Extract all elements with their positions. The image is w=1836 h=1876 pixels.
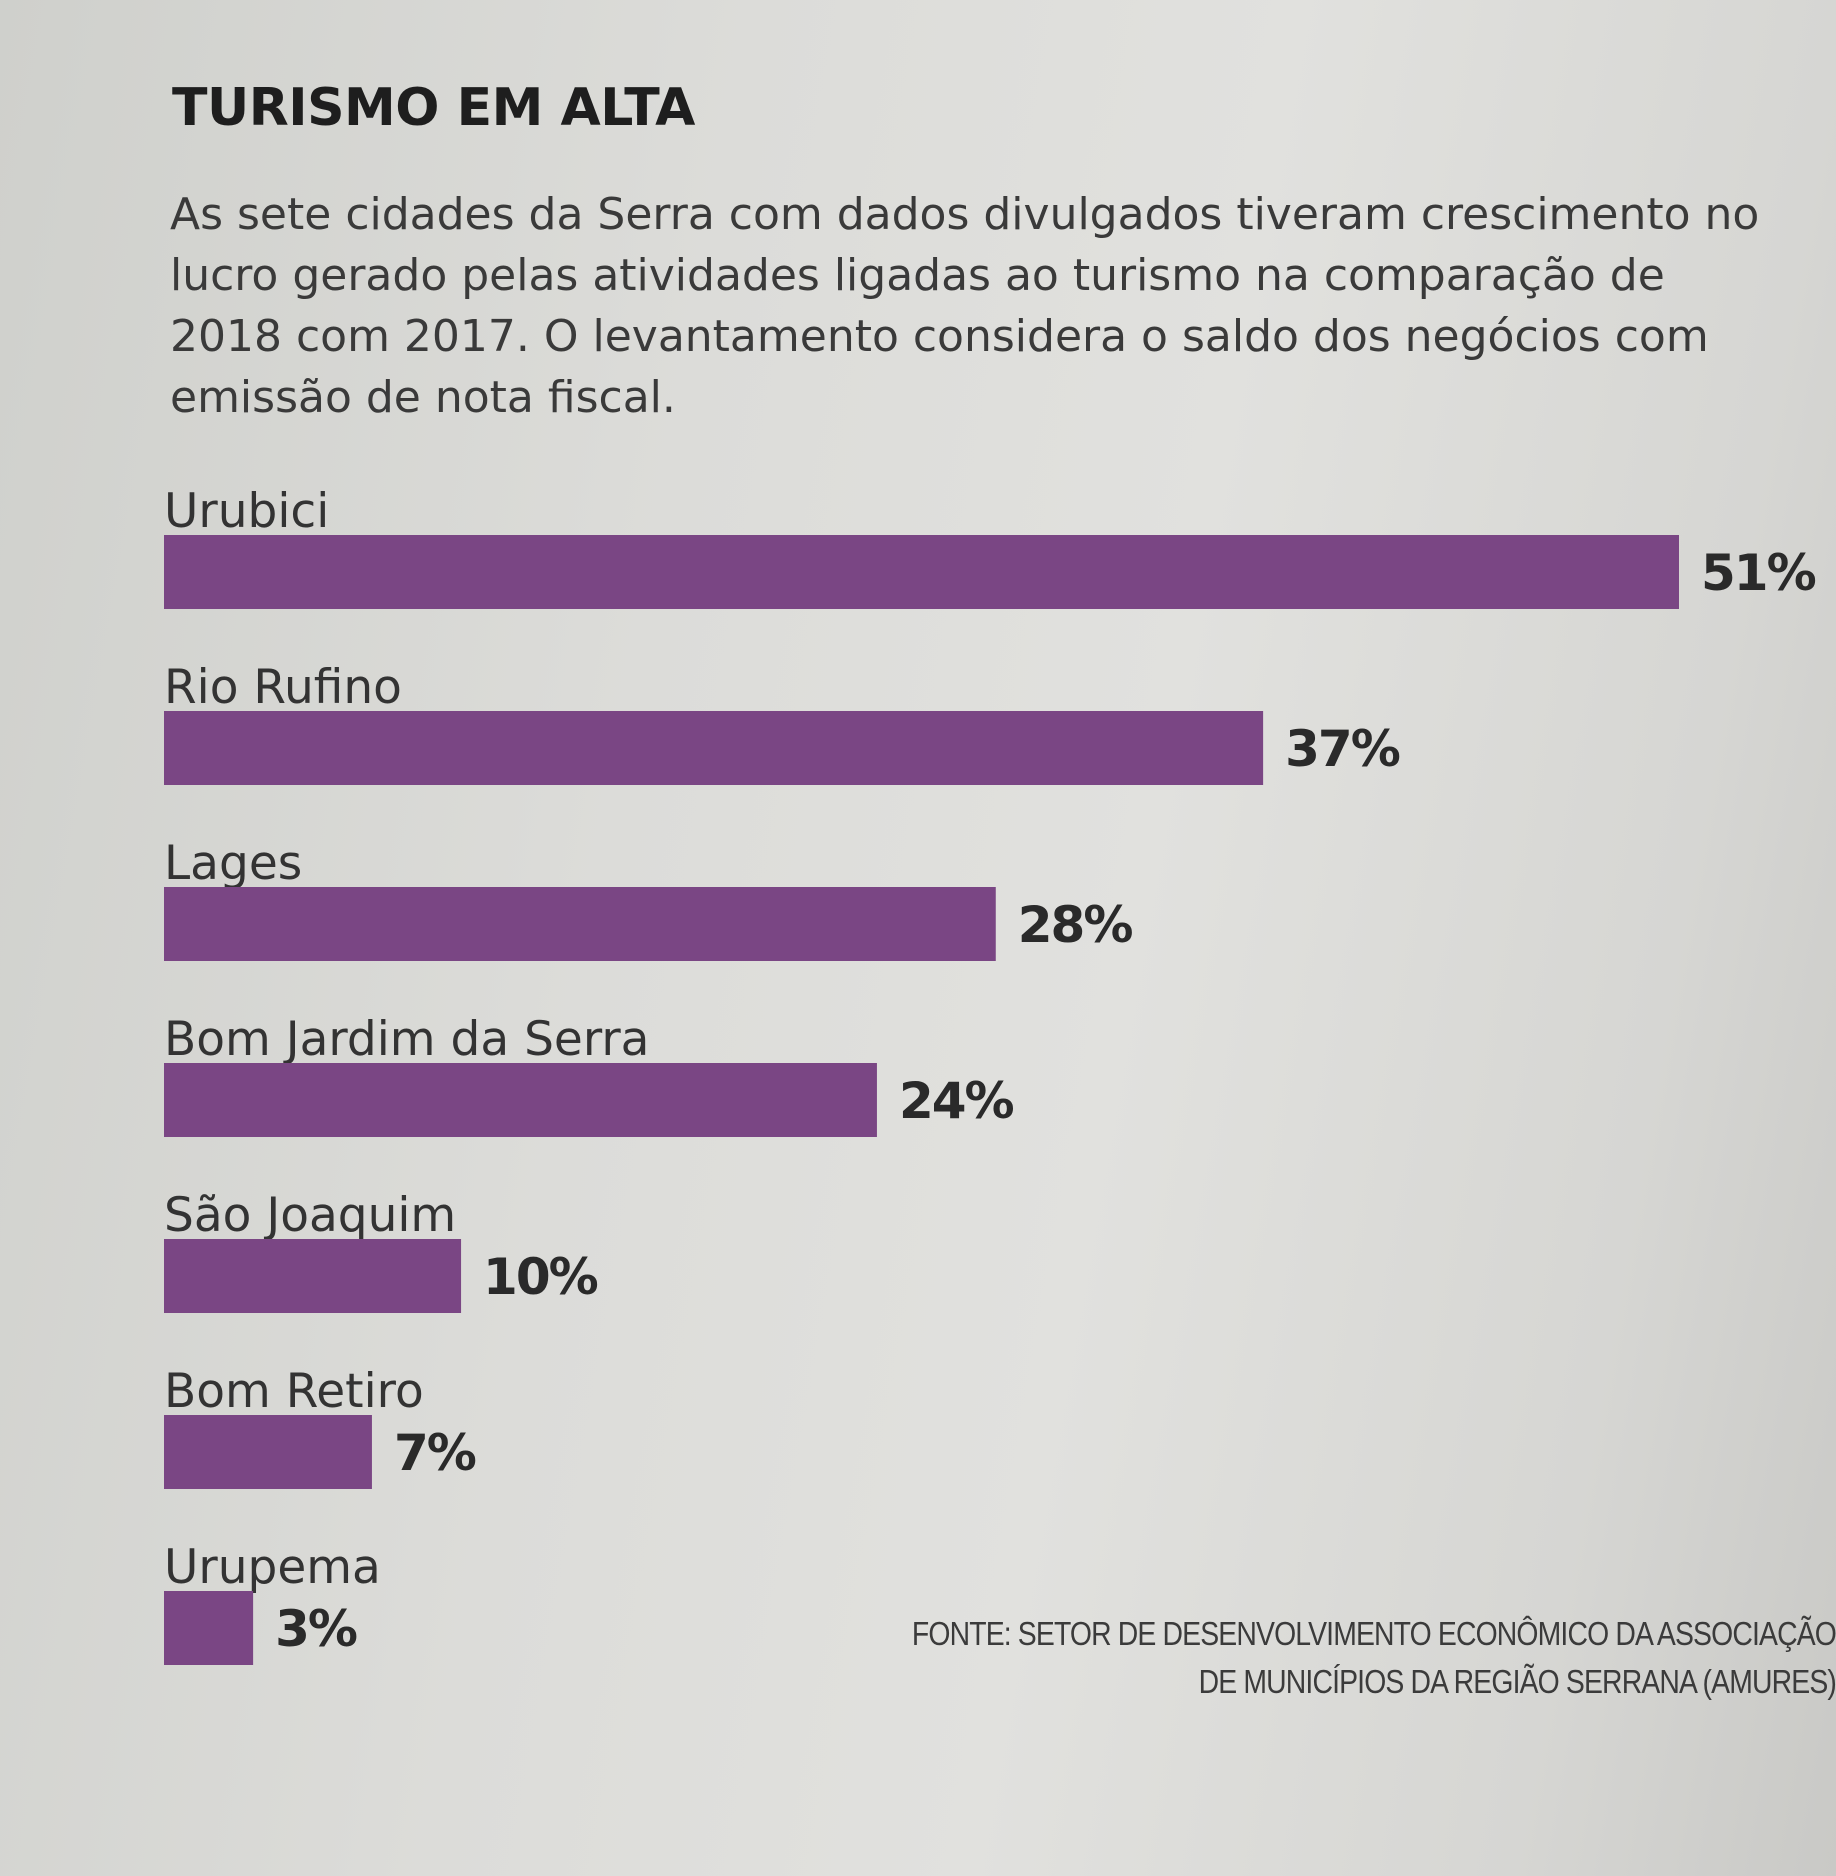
bar (164, 711, 1264, 785)
category-label: Bom Jardim da Serra (164, 1012, 649, 1067)
category-label: Urupema (164, 1540, 381, 1595)
chart-title: TURISMO EM ALTA (172, 78, 695, 138)
value-label: 51% (1701, 544, 1816, 602)
bar (164, 535, 1679, 609)
source-note: FONTE: SETOR DE DESENVOLVIMENTO ECONÔMIC… (911, 1615, 1836, 1700)
bar-group: Bom Jardim da Serra 24% (164, 1012, 1016, 1137)
category-label: Rio Rufino (164, 660, 402, 715)
bar-group: Urubici 51% (164, 484, 1818, 609)
bar (164, 1591, 254, 1665)
bar (164, 887, 996, 961)
bar-group: São Joaquim 10% (164, 1188, 600, 1313)
value-label: 10% (483, 1248, 598, 1306)
value-label: 28% (1018, 896, 1133, 954)
bar (164, 1063, 877, 1137)
bar-group: Rio Rufino 37% (164, 660, 1402, 785)
category-label: Bom Retiro (164, 1364, 424, 1419)
value-label: 37% (1285, 720, 1400, 778)
value-label: 24% (899, 1072, 1014, 1130)
value-label: 3% (275, 1600, 357, 1658)
category-label: Lages (164, 836, 302, 891)
bar (164, 1239, 462, 1313)
chart-subtitle: As sete cidades da Serra com dados divul… (170, 189, 1760, 423)
bar (164, 1415, 372, 1489)
bar-group: Lages 28% (164, 836, 1134, 961)
category-label: Urubici (164, 484, 329, 539)
category-label: São Joaquim (164, 1188, 456, 1243)
value-label: 7% (394, 1424, 476, 1482)
